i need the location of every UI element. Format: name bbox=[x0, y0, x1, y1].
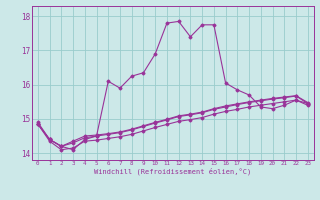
X-axis label: Windchill (Refroidissement éolien,°C): Windchill (Refroidissement éolien,°C) bbox=[94, 168, 252, 175]
